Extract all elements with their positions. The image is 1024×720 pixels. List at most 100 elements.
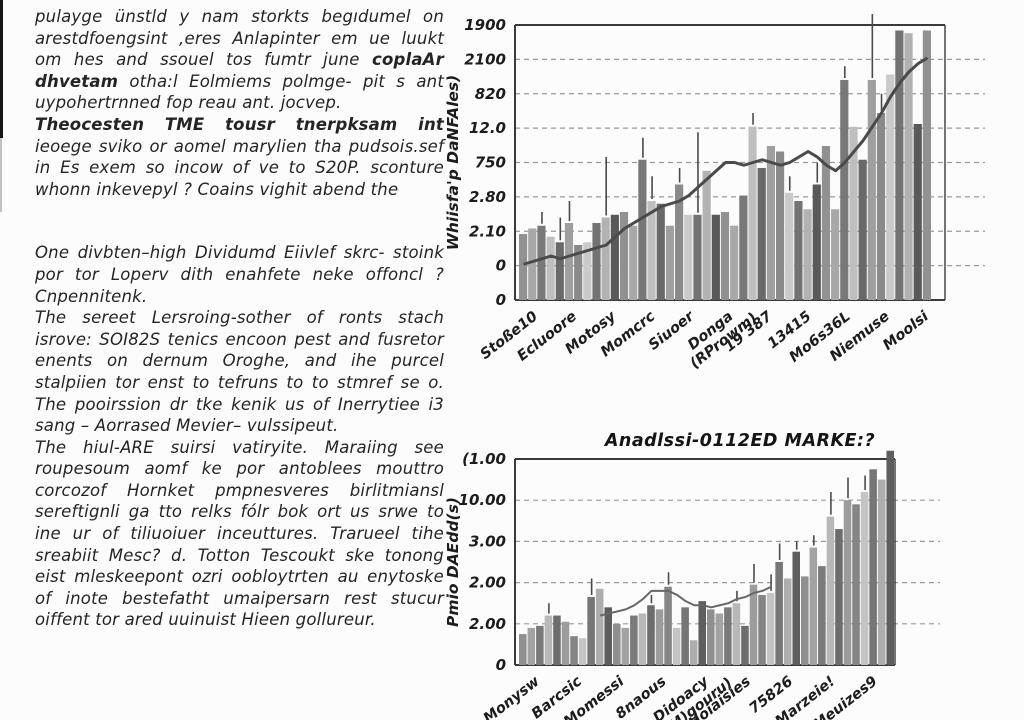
- bar: [858, 159, 867, 300]
- text-run: The sereet Lersroing-sother of ronts sta…: [35, 308, 444, 436]
- bold-text-run: Theocesten TME tousr tnerpksam int: [35, 114, 444, 134]
- bar: [578, 638, 587, 665]
- bar: [775, 151, 785, 300]
- paragraph: Theocesten TME tousr tnerpksam int ieoeg…: [35, 114, 444, 200]
- bar: [647, 605, 655, 665]
- scan-edge-artifact-light: [0, 138, 2, 212]
- bar: [619, 212, 629, 300]
- y-tick-label: 2.80: [469, 188, 506, 206]
- bar: [698, 601, 706, 665]
- bar: [792, 551, 800, 665]
- bar: [904, 33, 913, 300]
- bar: [877, 479, 886, 665]
- bar: [720, 212, 730, 300]
- y-tick-label: 10.00: [459, 491, 506, 509]
- bar: [886, 450, 894, 665]
- bar: [812, 184, 821, 300]
- bar: [886, 74, 895, 300]
- y-tick-label: 820: [475, 85, 506, 103]
- trend-line: [523, 56, 929, 266]
- bar: [647, 201, 656, 300]
- bar: [544, 615, 553, 665]
- bar: [693, 214, 702, 300]
- text-run: otha:l Eolmiems polmge- pit s ant uypohe…: [35, 71, 444, 113]
- bar: [601, 217, 610, 300]
- bar: [794, 201, 803, 300]
- bar: [711, 214, 720, 300]
- bar: [785, 192, 794, 300]
- bar: [749, 584, 758, 665]
- bar: [656, 203, 665, 300]
- paragraph: One divbten–high Dividumd Eiivlef skrc- …: [35, 242, 444, 307]
- y-tick-label: 750: [475, 154, 506, 172]
- bar: [732, 603, 741, 665]
- bar: [665, 225, 675, 300]
- paragraph: The sereet Lersroing-sother of ronts sta…: [35, 307, 444, 437]
- bar: [638, 613, 647, 665]
- bar: [553, 615, 561, 665]
- bar: [748, 126, 757, 300]
- paragraph: pulayge ünstld y nam storkts begıdumel o…: [35, 6, 444, 114]
- text-run: One divbten–high Dividumd Eiivlef skrc- …: [35, 243, 444, 306]
- y-tick-label: (1.00: [462, 450, 506, 468]
- bar: [895, 30, 904, 300]
- bar: [730, 225, 739, 300]
- y-tick-label: 2.00: [469, 574, 506, 592]
- bar: [757, 168, 766, 300]
- bar: [831, 209, 840, 300]
- bar: [922, 30, 931, 300]
- bar: [758, 594, 766, 665]
- bar: [564, 223, 574, 300]
- bar: [630, 615, 638, 665]
- chart-title: Anadlssi-0112ED MARKE:?: [603, 431, 875, 451]
- y-tick-label: 1900: [464, 16, 506, 34]
- text-run: ieoege sviko or aomel marylien tha pudso…: [35, 136, 444, 199]
- y-tick-label: 2.00: [469, 615, 506, 633]
- article-text: pulayge ünstld y nam storkts begıdumel o…: [35, 6, 444, 631]
- bar: [610, 214, 619, 300]
- bar: [681, 607, 689, 665]
- bar: [835, 529, 843, 665]
- bar: [629, 225, 638, 300]
- bar: [561, 621, 570, 665]
- y-tick-label: 12.0: [469, 119, 506, 137]
- bar: [655, 609, 664, 665]
- bar: [849, 126, 858, 300]
- bar: [775, 562, 783, 665]
- bar: [613, 623, 621, 665]
- bar: [574, 245, 583, 300]
- bar: [741, 625, 749, 665]
- bar: [583, 242, 592, 300]
- y-tick-label: 2100: [464, 50, 506, 68]
- bar: [672, 627, 681, 665]
- bar: [840, 80, 849, 300]
- scan-edge-artifact: [0, 0, 3, 138]
- paragraph: The hiul-ARE suirsi vatiryite. Maraiing …: [35, 437, 444, 631]
- bar: [852, 504, 860, 665]
- bar: [621, 627, 630, 665]
- bar: [702, 170, 711, 300]
- bar: [555, 242, 564, 300]
- bar: [860, 491, 869, 665]
- bottom-chart: (1.0010.003.002.002.000MonyswBarcsicMome…: [444, 431, 940, 720]
- bar: [587, 597, 595, 665]
- bar: [739, 195, 748, 300]
- bar: [843, 500, 852, 665]
- bar: [664, 586, 672, 665]
- bar: [803, 209, 812, 300]
- bar: [801, 576, 809, 665]
- bar: [869, 469, 877, 665]
- bar: [519, 234, 528, 300]
- bar: [821, 146, 831, 300]
- bold-text-run: coplaAr dhvetam: [35, 50, 444, 91]
- y-axis-title: Whiisfa'p DaNFAles): [444, 75, 462, 250]
- trend-line: [599, 585, 772, 617]
- bar: [913, 124, 922, 300]
- text-run: pulayge ünstld y nam storkts begıdumel o…: [35, 7, 444, 70]
- bar: [689, 640, 698, 665]
- top-chart: 1900210082012.07502.802.1000Stoße10Ecluo…: [444, 14, 985, 372]
- y-tick-label: 0: [496, 291, 506, 309]
- bar: [809, 547, 818, 665]
- bar: [876, 113, 886, 300]
